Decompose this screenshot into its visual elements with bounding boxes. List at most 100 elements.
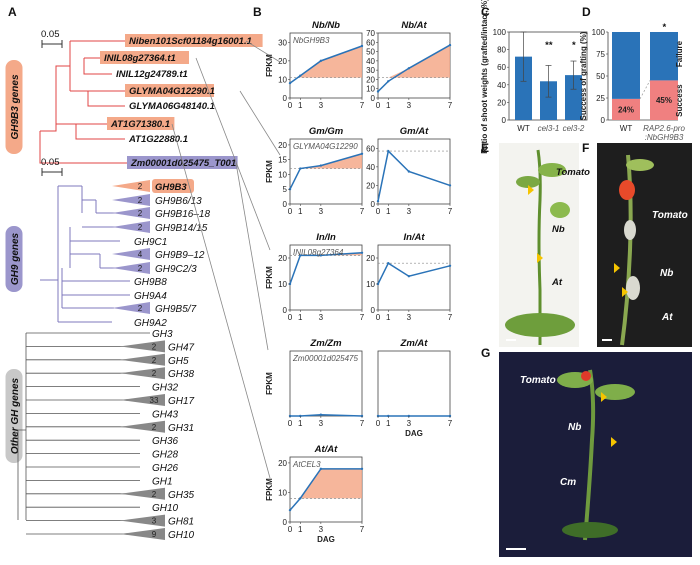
tree-branches-top [39, 40, 127, 164]
group-gh9-label: GH9 genes [5, 226, 23, 292]
graft-junction [626, 276, 640, 300]
series-line [377, 149, 451, 202]
series-line [289, 468, 362, 511]
data-point [407, 275, 411, 278]
tomato-fruit [619, 180, 635, 200]
data-point [387, 149, 390, 153]
clade-count: 2 [138, 182, 143, 191]
group-gh9b3-label: GH9B3 genes [5, 60, 23, 154]
chart-title: Gm/At [400, 126, 429, 137]
significance-mark: * [662, 22, 667, 33]
series-label-failure: Failure [675, 40, 684, 67]
photo-f-label-tomato: Tomato [652, 210, 688, 221]
y-tick-label: 0 [601, 116, 606, 125]
series-label-success: Success [675, 84, 684, 117]
photo-g-label-nb: Nb [568, 422, 581, 433]
chart-title: Zm/At [400, 338, 429, 349]
x-tick-label: 0 [288, 101, 293, 110]
x-tick-label: 7 [448, 101, 453, 110]
y-tick-label: 5 [283, 185, 288, 194]
clade-count: 3 [152, 517, 157, 526]
y-axis-label: FPKM [265, 478, 274, 501]
clade-triangle [112, 207, 150, 219]
x-tick-label: 0 [376, 313, 381, 322]
gh9-leaf-5: GH9B9–12 [155, 250, 205, 261]
clade-triangle [112, 180, 150, 192]
x-tick-label: 3 [407, 101, 412, 110]
data-point [360, 44, 364, 48]
y-tick-label: 10 [278, 170, 287, 179]
leaf-label-3: GLYMA04G12290.1 [129, 86, 215, 97]
y-tick-label: 20 [366, 75, 375, 84]
y-tick-label: 25 [596, 94, 605, 103]
category-label: :NbGH9B3 [645, 133, 684, 142]
photo-e-label-at: At [551, 277, 563, 288]
graft-arrow [537, 253, 543, 263]
connector-line [195, 57, 271, 251]
bar-chart-c: 0 20 40 60 80 100 WT ** cel3-1 * cel3-2 Ratio of sh… [480, 0, 588, 154]
y-tick-label: 50 [596, 72, 605, 81]
connector-line [235, 162, 269, 351]
y-tick-label: 100 [592, 28, 606, 37]
series-line [289, 153, 363, 190]
nb-leaf [550, 202, 570, 218]
chart-title: Gm/Gm [309, 126, 344, 137]
x-tick-label: 7 [360, 525, 365, 534]
leaf-label-5: AT1G71380.1 [110, 119, 170, 130]
leaf-highlight [125, 34, 263, 47]
gh9b3-highlight [152, 179, 194, 193]
panel-label-c: C [481, 5, 490, 19]
increase-area [300, 46, 362, 78]
other-leaf-2: GH5 [168, 356, 189, 367]
y-tick-label: 60 [497, 63, 506, 72]
clade-count: 4 [138, 250, 143, 259]
x-tick-label: 7 [360, 313, 365, 322]
photo-g-label-cm: Cm [560, 477, 576, 488]
other-leaf-12: GH35 [168, 490, 195, 501]
photo-e: Tomato Nb At [499, 143, 590, 347]
gh9-leaf-8: GH9A4 [134, 291, 167, 302]
y-tick-label: 40 [366, 163, 375, 172]
y-axis-label: FPKM [265, 54, 274, 77]
panel-label-b: B [253, 5, 262, 19]
y-tick-label: 30 [278, 38, 287, 47]
y-tick-label: 10 [366, 85, 375, 94]
x-tick-label: 1 [298, 313, 303, 322]
photo-f-label-nb: Nb [660, 268, 673, 279]
panel-label-d: D [582, 5, 591, 19]
data-point [299, 497, 302, 500]
clade-triangle [120, 528, 165, 540]
y-tick-label: 40 [366, 57, 375, 66]
chart-title: Nb/At [401, 20, 427, 31]
increase-area [388, 45, 450, 78]
leaf-label-0: Niben101Scf01184g16001.1 [129, 36, 252, 47]
clade-triangle [120, 487, 165, 500]
category-label: cel3-1 [538, 124, 560, 133]
clade-count: 2 [138, 223, 143, 232]
panel-label-g: G [481, 346, 490, 360]
gh9-leaf-6: GH9C2/3 [155, 264, 197, 275]
y-tick-label: 10 [278, 488, 287, 497]
plot-frame [377, 350, 451, 417]
clade-count: 2 [152, 369, 157, 378]
y-tick-label: 40 [497, 81, 506, 90]
significance-mark: * [572, 40, 577, 51]
group-other-label-text: Other GH genes [10, 378, 21, 455]
x-tick-label: 3 [407, 419, 412, 428]
category-label: WT [620, 124, 633, 133]
tree-branches-gh9 [40, 185, 130, 323]
x-tick-label: 0 [376, 207, 381, 216]
data-point [376, 90, 380, 93]
y-tick-label: 80 [497, 46, 506, 55]
group-gh9-label-text: GH9 genes [10, 232, 21, 285]
x-tick-label: 1 [386, 101, 391, 110]
y-tick-label: 0 [283, 306, 288, 315]
y-tick-label: 60 [366, 38, 375, 47]
series-line [377, 44, 451, 93]
y-axis-label: Success of grafting (%) [579, 31, 588, 120]
x-tick-label: 1 [298, 207, 303, 216]
gene-label: INIL08g27364 [293, 248, 344, 257]
y-axis-label: FPKM [265, 160, 274, 183]
